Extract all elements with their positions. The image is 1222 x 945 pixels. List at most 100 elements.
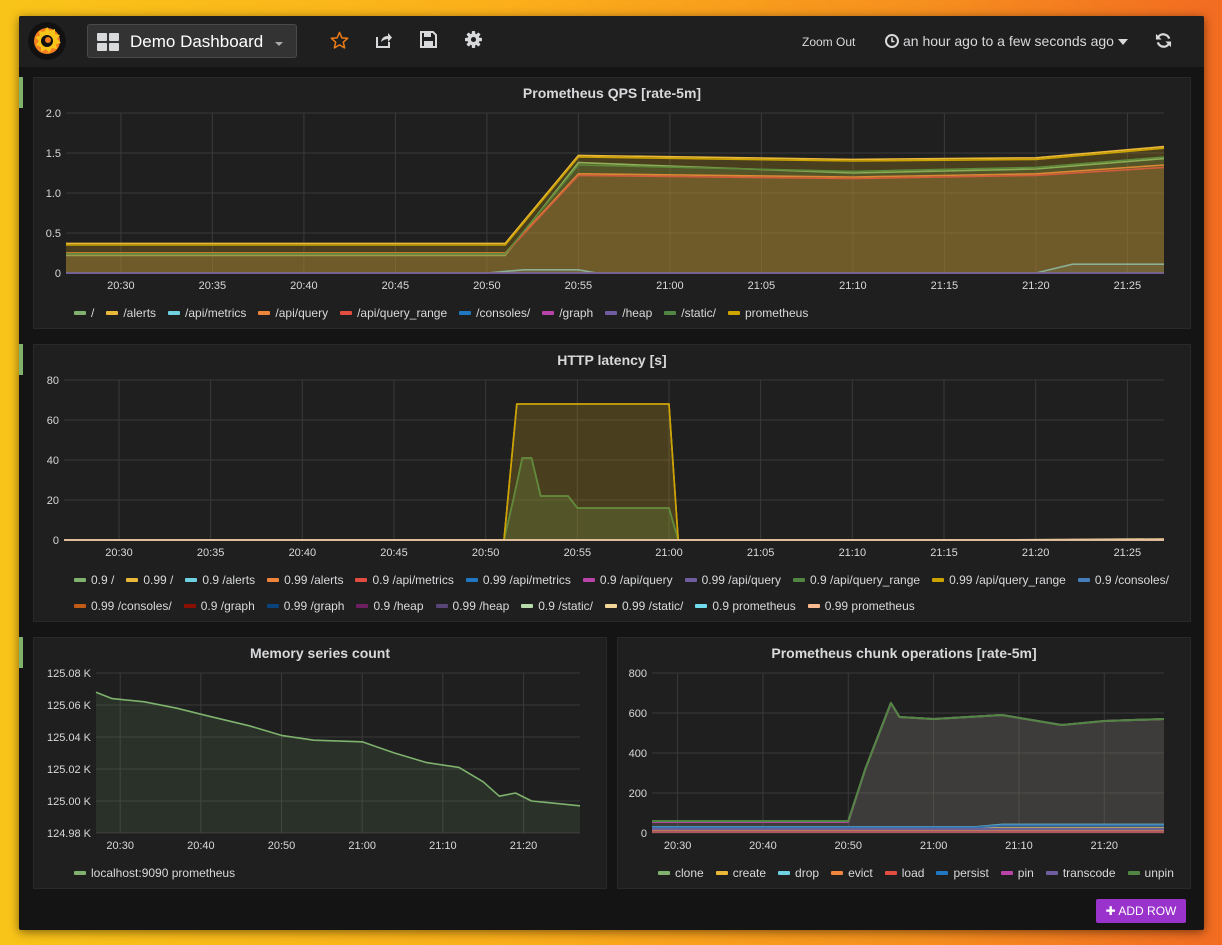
panel-http-latency: HTTP latency [s] 0 20 40 60 80 20:30 20:35 20:4… [33,344,1191,622]
legend-swatch [168,310,181,315]
legend-item[interactable]: clone [658,860,704,886]
legend-label: 0.99 /api/query_range [949,573,1066,587]
legend-label: /consoles/ [476,306,531,320]
legend-swatch [267,577,280,582]
legend-item[interactable]: 0.9 /api/query_range [793,567,920,593]
panel-prometheus-qps: Prometheus QPS [rate-5m] 0 0.5 1.0 1.5 2.0 20… [33,77,1191,329]
panel-title[interactable]: Memory series count [249,645,391,661]
legend-item[interactable]: localhost:9090 prometheus [74,860,235,886]
legend-item[interactable]: create [715,860,766,886]
legend-item[interactable]: 0.99 / [126,567,173,593]
legend-item[interactable]: 0.9 /consoles/ [1077,567,1169,593]
x-tick-label: 21:10 [1005,840,1033,852]
legend-item[interactable]: 0.9 /heap [356,593,424,619]
legend-item[interactable]: /api/query [258,300,328,326]
legend-swatch [74,870,86,875]
series-area-0.99 /api/query_range [64,404,1164,540]
row-collapse-handle[interactable] [19,637,23,668]
chart-memory-series-count: 124.98 K 125.00 K 125.02 K 125.04 K 125.06 K… [47,668,581,852]
dashboard-picker-button[interactable]: Demo Dashboard [87,24,297,58]
panel-title[interactable]: Prometheus QPS [rate-5m] [522,85,702,101]
x-tick-label: 21:00 [920,840,948,852]
series-area-0.9 / [64,458,1164,540]
legend-item[interactable]: evict [831,860,873,886]
legend-item[interactable]: /heap [605,300,652,326]
legend-item[interactable]: 0.99 /static/ [604,593,683,619]
legend-label: 0.99 /graph [283,599,345,613]
legend-label: persist [953,866,989,880]
y-tick-label: 1.0 [46,188,61,200]
legend-swatch [778,870,791,875]
legend: / /alerts/api/metrics/api/query/api/query… [74,300,1184,326]
legend-label: localhost:9090 prometheus [91,866,236,880]
legend-item[interactable]: 0.9 /graph [183,593,255,619]
legend-item[interactable]: 0.99 /graph [266,593,345,619]
grid [66,112,1164,274]
y-tick-label: 125.00 K [47,796,92,808]
y-tick-label: 125.02 K [47,764,92,776]
legend-item[interactable]: load [884,860,924,886]
x-tick-label: 20:40 [187,840,215,852]
top-navbar: Demo Dashboard Zoom Out [19,16,1204,67]
legend-label: clone [675,866,704,880]
legend-swatch [74,310,86,315]
series-line-unpin [652,702,1165,822]
clock-icon [885,34,899,48]
legend-label: 0.9 /consoles/ [1094,573,1169,587]
row-collapse-handle[interactable] [19,77,23,108]
legend-item[interactable]: 0.9 /api/metrics [355,567,454,593]
star-icon[interactable] [330,31,349,50]
legend-item[interactable]: 0.9 / [74,567,114,593]
legend-item[interactable]: 0.99 /heap [435,593,509,619]
x-tick-label: 21:05 [748,280,776,292]
legend-label: prometheus [744,306,809,320]
legend-swatch [183,603,196,608]
dashboard-title: Demo Dashboard [130,32,264,51]
legend-label: 0.99 / [143,573,174,587]
zoom-out-button[interactable]: Zoom Out [802,35,856,49]
legend-item[interactable]: / [74,300,94,326]
legend-label: /api/query [275,306,329,320]
grafana-logo-icon[interactable] [27,21,67,61]
legend-item[interactable]: 0.9 /static/ [521,593,593,619]
legend-swatch [459,310,472,315]
legend-item[interactable]: /consoles/ [459,300,530,326]
row-collapse-handle[interactable] [19,344,23,375]
legend-item[interactable]: /alerts [106,300,156,326]
gear-icon[interactable] [465,31,482,48]
x-tick-label: 20:55 [564,547,592,559]
legend-item[interactable]: 0.99 /api/metrics [465,567,571,593]
legend-item[interactable]: unpin [1127,860,1174,886]
legend-item[interactable]: /static/ [664,300,716,326]
legend-item[interactable]: /api/query_range [340,300,447,326]
legend-item[interactable]: 0.99 /alerts [267,567,343,593]
save-icon[interactable] [420,31,437,48]
legend-item[interactable]: /api/metrics [168,300,246,326]
legend-item[interactable]: 0.99 /api/query [684,567,781,593]
legend-item[interactable]: /graph [542,300,593,326]
time-range-label: an hour ago to a few seconds ago [903,33,1114,49]
panel-title[interactable]: Prometheus chunk operations [rate-5m] [771,645,1037,661]
legend-item[interactable]: 0.99 /consoles/ [74,593,172,619]
refresh-icon[interactable] [1155,32,1172,49]
legend-item[interactable]: pin [1000,860,1034,886]
legend: 0.9 / 0.99 / 0.9 /alerts 0.99 /alerts 0.9 /a… [74,567,1184,619]
series-line-persist [652,824,1164,829]
legend-item[interactable]: 0.99 prometheus [807,593,915,619]
x-tick-label: 21:10 [839,547,867,559]
legend-item[interactable]: prometheus [727,300,809,326]
legend-item[interactable]: persist [936,860,989,886]
share-icon[interactable] [375,31,393,49]
legend-item[interactable]: drop [778,860,819,886]
legend-item[interactable]: transcode [1045,860,1116,886]
x-tick-label: 20:55 [565,280,593,292]
legend-item[interactable]: 0.9 /api/query [582,567,673,593]
legend-item[interactable]: 0.9 prometheus [695,593,796,619]
panel-title[interactable]: HTTP latency [s] [557,352,667,368]
legend-item[interactable]: 0.99 /api/query_range [932,567,1066,593]
legend-item[interactable]: 0.9 /alerts [185,567,255,593]
add-row-button[interactable]: ✚ ADD ROW [1096,899,1186,923]
legend-label: 0.9 /api/query_range [810,573,921,587]
chevron-down-icon [275,42,283,46]
x-tick-label: 21:10 [429,840,457,852]
